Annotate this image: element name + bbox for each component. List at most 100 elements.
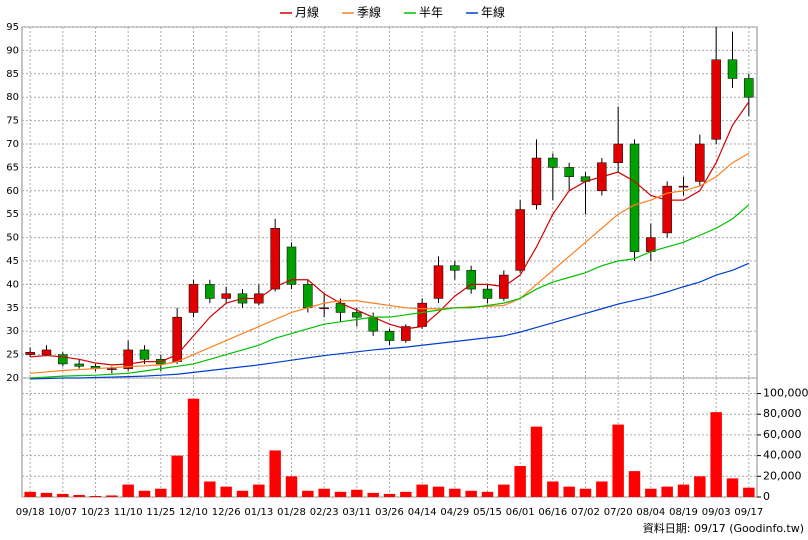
volume-bar — [351, 489, 363, 497]
candle-body — [433, 265, 444, 299]
volume-bar — [416, 484, 428, 497]
legend-label: 年線 — [481, 5, 505, 20]
volume-tick-label: 80,000 — [763, 407, 802, 420]
y-tick-label: 55 — [6, 209, 19, 220]
candle-body — [711, 59, 721, 140]
candle-body — [41, 349, 52, 355]
volume-bar — [285, 476, 298, 497]
x-tick-label: 06/01 — [506, 507, 535, 518]
volume-tick-label: 60,000 — [763, 428, 802, 441]
x-tick-label: 10/07 — [48, 507, 77, 518]
x-tick-label: 03/11 — [342, 507, 371, 518]
volume-bar — [498, 484, 510, 497]
y-tick-label: 65 — [6, 162, 19, 173]
y-tick-label: 90 — [6, 45, 19, 56]
moving-average-line — [30, 152, 750, 374]
volume-bar — [694, 476, 706, 497]
volume-bar — [530, 426, 543, 497]
candle-body — [270, 227, 280, 290]
y-tick-label: 75 — [6, 116, 19, 127]
candle-body — [662, 185, 672, 234]
y-tick-label: 30 — [6, 326, 19, 337]
x-tick-label: 11/10 — [114, 507, 143, 518]
data-note: 資料日期: 09/17 (Goodinfo.tw) — [643, 521, 804, 535]
volume-bar — [661, 486, 673, 497]
volume-bar — [171, 455, 183, 497]
x-tick-label: 09/18 — [16, 507, 45, 518]
x-tick-label: 12/26 — [212, 507, 241, 518]
moving-average-line — [30, 204, 750, 379]
candle-body — [417, 302, 427, 327]
volume-bar — [155, 488, 167, 497]
x-tick-label: 07/02 — [571, 507, 600, 518]
candle-body — [123, 349, 133, 369]
x-tick-label: 11/25 — [146, 507, 175, 518]
candle-body — [139, 349, 150, 360]
legend-label: 月線 — [295, 5, 319, 20]
candle-body — [319, 307, 329, 310]
y-tick-label: 85 — [6, 69, 19, 80]
volume-bar — [481, 491, 494, 497]
y-tick-label: 35 — [6, 303, 19, 314]
volume-bar — [547, 481, 559, 497]
y-tick-label: 70 — [6, 139, 19, 150]
candle-body — [205, 284, 215, 299]
volume-tick-label: 40,000 — [763, 449, 802, 462]
candle-body — [221, 293, 231, 299]
candle-body — [646, 237, 656, 252]
candle-body — [678, 185, 689, 188]
volume-bar — [400, 491, 412, 497]
x-tick-label: 12/10 — [179, 507, 208, 518]
candle-body — [368, 316, 378, 332]
volume-bar — [269, 450, 281, 497]
volume-bar — [710, 412, 722, 497]
candle-body — [450, 265, 460, 271]
candle-body — [727, 59, 738, 79]
volume-bar — [302, 490, 314, 497]
y-tick-label: 45 — [6, 256, 19, 267]
y-tick-label: 40 — [6, 279, 19, 290]
legend-label: 季線 — [357, 5, 381, 20]
candle-body — [107, 368, 117, 370]
y-tick-label: 25 — [6, 350, 19, 361]
volume-bar — [138, 490, 151, 497]
candle-body — [482, 288, 493, 299]
volume-bar — [465, 490, 477, 497]
y-tick-label: 95 — [6, 22, 19, 33]
candle-body — [548, 157, 558, 168]
candle-body — [613, 143, 623, 163]
candle-body — [695, 143, 705, 182]
x-tick-label: 02/23 — [310, 507, 339, 518]
volume-bar — [40, 492, 53, 497]
volume-bar — [612, 424, 624, 497]
candle-body — [401, 326, 411, 341]
x-tick-label: 03/26 — [375, 507, 404, 518]
volume-bar — [24, 491, 36, 497]
volume-bar — [726, 478, 739, 497]
x-tick-label: 10/23 — [81, 507, 110, 518]
volume-bar — [57, 493, 69, 497]
volume-bar — [432, 486, 445, 497]
volume-bar — [220, 486, 232, 497]
x-tick-label: 01/28 — [277, 507, 306, 518]
candle-body — [352, 312, 362, 318]
volume-bar — [743, 487, 755, 497]
volume-bar — [89, 495, 102, 497]
candle-body — [466, 270, 476, 290]
moving-average-line — [30, 262, 750, 380]
candle-body — [384, 330, 395, 341]
candle-body — [58, 354, 68, 365]
x-tick-label: 04/29 — [440, 507, 469, 518]
x-tick-label: 08/04 — [636, 507, 665, 518]
volume-bar — [187, 398, 200, 497]
volume-bar — [677, 484, 690, 497]
volume-bar — [318, 488, 330, 497]
volume-bar — [596, 481, 608, 497]
x-tick-label: 07/20 — [604, 507, 633, 518]
volume-bar — [253, 484, 265, 497]
candle-body — [515, 209, 525, 271]
x-tick-label: 04/14 — [408, 507, 437, 518]
volume-bar — [514, 465, 526, 497]
legend-label: 半年 — [419, 6, 443, 20]
